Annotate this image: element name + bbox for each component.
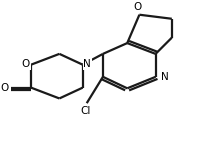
- Text: N: N: [161, 72, 168, 82]
- Text: Cl: Cl: [81, 106, 91, 116]
- Text: N: N: [83, 59, 91, 69]
- Text: O: O: [22, 59, 30, 69]
- Text: O: O: [133, 2, 141, 12]
- Text: O: O: [0, 83, 9, 93]
